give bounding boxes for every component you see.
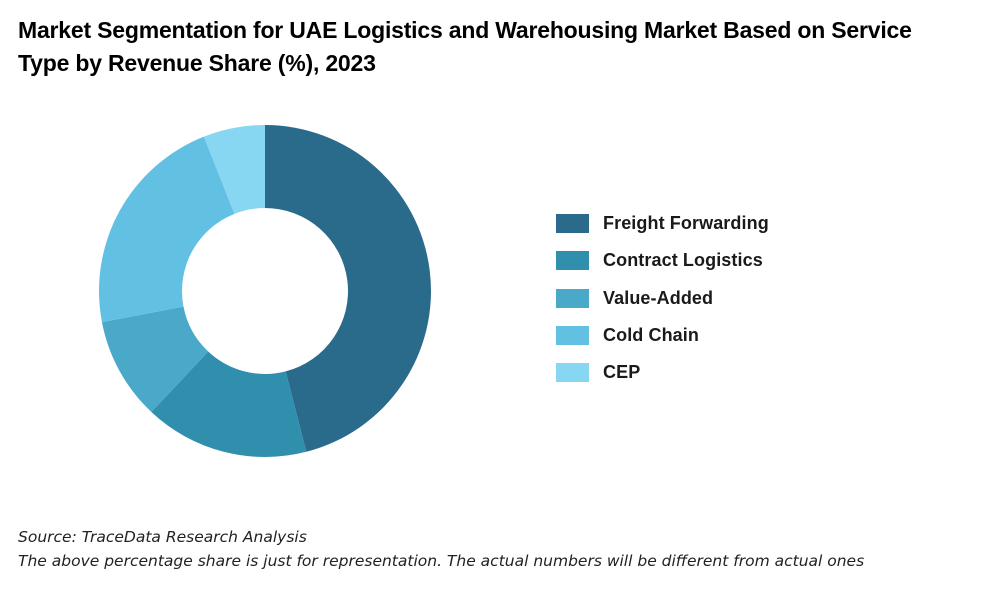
legend-label: Contract Logistics bbox=[603, 250, 763, 271]
donut-slice-value-added bbox=[101, 306, 209, 413]
legend-swatch bbox=[556, 251, 589, 271]
legend-label: Value-Added bbox=[603, 287, 714, 308]
legend-item-cep: CEP bbox=[556, 354, 769, 391]
legend-swatch bbox=[556, 363, 589, 383]
legend-swatch bbox=[556, 214, 589, 234]
chart-title: Market Segmentation for UAE Logistics an… bbox=[18, 17, 912, 76]
legend-label: Freight Forwarding bbox=[603, 213, 769, 234]
donut-slice-cep bbox=[203, 125, 265, 214]
donut-slice-freight-forwarding bbox=[265, 125, 431, 452]
legend-item-cold-chain: Cold Chain bbox=[556, 317, 769, 354]
legend-label: CEP bbox=[603, 362, 641, 383]
chart-legend: Freight Forwarding Contract Logistics Va… bbox=[556, 205, 769, 391]
legend-item-value-added: Value-Added bbox=[556, 280, 769, 317]
source-note: Source: TraceData Research Analysis bbox=[18, 528, 307, 546]
donut-slice-cold-chain bbox=[98, 136, 235, 323]
donut-chart bbox=[98, 125, 431, 457]
legend-label: Cold Chain bbox=[603, 325, 699, 346]
legend-swatch bbox=[556, 326, 589, 346]
donut-slice-contract-logistics bbox=[151, 351, 307, 457]
legend-swatch bbox=[556, 288, 589, 308]
disclaimer-note: The above percentage share is just for r… bbox=[18, 552, 865, 570]
legend-item-contract-logistics: Contract Logistics bbox=[556, 242, 769, 279]
legend-item-freight-forwarding: Freight Forwarding bbox=[556, 205, 769, 242]
